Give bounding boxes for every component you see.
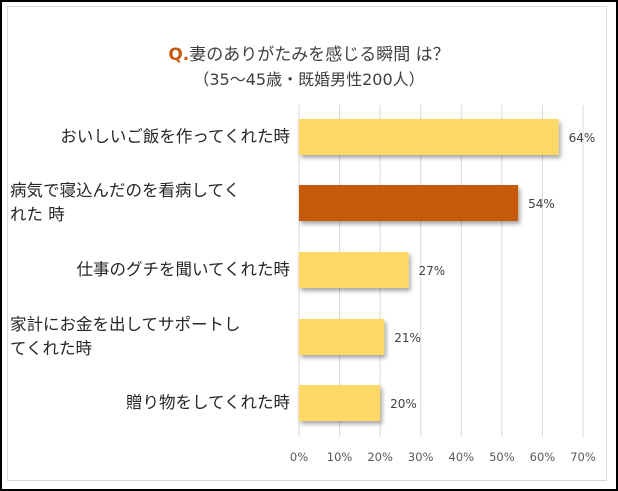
title-main: 妻のありがたみを感じる瞬間 は？ [189,45,450,65]
x-tick-label: 0% [290,450,308,464]
bar [299,319,385,355]
bar [299,252,409,288]
category-label-line: 家計にお金を出してサポートし [10,315,241,334]
title-prefix: Q. [168,45,190,65]
chart-subtitle: （35～45歳・既婚男性200人） [193,70,425,89]
x-tick-label: 30% [408,450,434,464]
category-label-line: 仕事のグチを聞いてくれた時 [76,260,290,279]
chart-area-border [7,6,607,481]
bar [299,385,381,421]
data-label: 21% [394,331,421,345]
x-tick-label: 20% [367,450,393,464]
category-label-line: れた 時 [10,205,65,224]
bar [299,185,519,221]
category-label: 病気で寝込んだのを看病してく れた 時 [10,179,290,227]
data-label: 20% [390,397,417,411]
category-label-line: おいしいご飯を作ってくれた時 [60,127,290,146]
category-label: 仕事のグチを聞いてくれた時 [10,258,290,282]
x-tick-label: 10% [327,450,353,464]
data-label: 64% [569,131,596,145]
category-label-line: 贈り物をしてくれた時 [125,393,290,412]
chart-title: Q.妻のありがたみを感じる瞬間 は？ [0,40,618,65]
x-tick-label: 70% [570,450,596,464]
category-label-line: てくれた時 [10,339,93,358]
category-label: 家計にお金を出してサポートし てくれた時 [10,313,290,361]
x-tick-label: 60% [530,450,556,464]
category-label-line: 病気で寝込んだのを看病してく [10,181,241,200]
data-label: 54% [528,197,555,211]
category-label: 贈り物をしてくれた時 [10,391,290,415]
x-tick-label: 50% [489,450,515,464]
bar [299,119,559,155]
x-tick-label: 40% [449,450,475,464]
data-label: 27% [419,264,446,278]
category-label: おいしいご飯を作ってくれた時 [10,125,290,149]
